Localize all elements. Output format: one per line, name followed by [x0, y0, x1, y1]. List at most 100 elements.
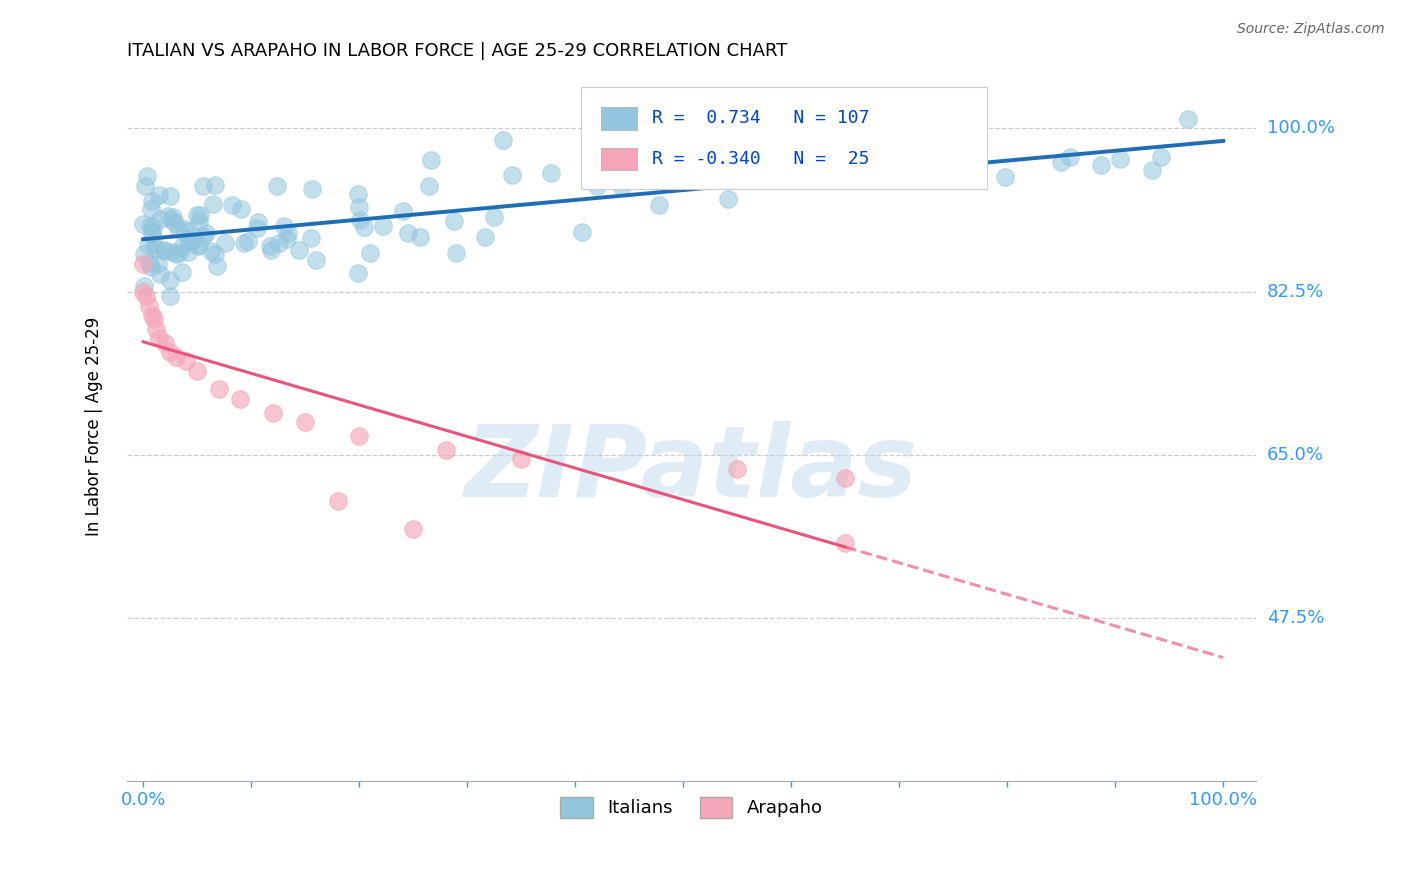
Point [647, 198, 669, 212]
Point [262, 406, 284, 420]
Point [418, 178, 440, 193]
Point [501, 168, 523, 182]
Point [540, 166, 562, 180]
Point [173, 221, 195, 235]
Point [259, 244, 281, 258]
Point [141, 227, 163, 241]
Bar [600, 147, 637, 170]
Point [160, 213, 183, 227]
Point [287, 243, 309, 257]
Point [177, 224, 200, 238]
Text: R = -0.340   N =  25: R = -0.340 N = 25 [652, 150, 869, 168]
Point [745, 126, 768, 140]
Point [214, 235, 236, 250]
Text: 47.5%: 47.5% [1267, 609, 1324, 627]
Point [371, 219, 394, 234]
Point [162, 210, 184, 224]
Point [134, 178, 156, 193]
Point [159, 189, 181, 203]
Point [159, 289, 181, 303]
Point [186, 364, 208, 378]
Point [492, 133, 515, 147]
FancyBboxPatch shape [581, 87, 987, 189]
Point [149, 267, 172, 281]
Point [162, 245, 184, 260]
Point [246, 221, 269, 235]
Point [834, 536, 856, 550]
Point [187, 239, 209, 253]
Point [141, 225, 163, 239]
Point [148, 257, 170, 271]
Point [148, 211, 170, 226]
Point [236, 234, 259, 248]
Point [169, 223, 191, 237]
Legend: Italians, Arapaho: Italians, Arapaho [553, 789, 830, 825]
Point [276, 226, 298, 240]
Point [179, 232, 201, 246]
Point [391, 204, 413, 219]
Point [177, 234, 200, 248]
Point [994, 169, 1017, 184]
Point [402, 522, 425, 536]
Point [136, 238, 159, 252]
Point [299, 231, 322, 245]
Point [1090, 158, 1112, 172]
Point [346, 266, 368, 280]
Point [145, 242, 167, 256]
Point [610, 180, 633, 194]
Bar [600, 107, 637, 130]
Point [1149, 150, 1171, 164]
Point [229, 392, 252, 406]
Point [444, 246, 467, 260]
Point [233, 235, 256, 250]
Point [246, 215, 269, 229]
Point [396, 226, 419, 240]
Point [152, 244, 174, 258]
Point [443, 214, 465, 228]
Point [191, 179, 214, 194]
Point [208, 383, 231, 397]
Point [138, 298, 160, 312]
Point [725, 461, 748, 475]
Point [267, 235, 290, 250]
Point [148, 331, 170, 345]
Point [188, 208, 211, 222]
Point [950, 134, 973, 148]
Point [153, 243, 176, 257]
Point [176, 244, 198, 259]
Point [510, 452, 533, 467]
Text: 82.5%: 82.5% [1267, 283, 1324, 301]
Point [142, 312, 165, 326]
Point [474, 229, 496, 244]
Point [205, 259, 228, 273]
Point [134, 279, 156, 293]
Point [148, 187, 170, 202]
Point [169, 246, 191, 260]
Point [359, 245, 381, 260]
Point [326, 494, 349, 508]
Point [434, 443, 457, 458]
Point [141, 308, 163, 322]
Point [259, 238, 281, 252]
Point [347, 200, 370, 214]
Point [132, 285, 155, 299]
Point [165, 247, 187, 261]
Point [872, 150, 894, 164]
Point [305, 252, 328, 267]
Point [157, 210, 180, 224]
Point [191, 228, 214, 243]
Point [200, 244, 222, 258]
Point [353, 220, 375, 235]
Point [172, 240, 194, 254]
Point [186, 208, 208, 222]
Point [482, 210, 505, 224]
Point [1050, 155, 1073, 169]
Point [134, 247, 156, 261]
Point [141, 260, 163, 275]
Point [132, 256, 155, 270]
Point [1140, 162, 1163, 177]
Text: R =  0.734   N = 107: R = 0.734 N = 107 [652, 110, 869, 128]
Point [201, 196, 224, 211]
Point [349, 212, 371, 227]
Point [276, 232, 298, 246]
